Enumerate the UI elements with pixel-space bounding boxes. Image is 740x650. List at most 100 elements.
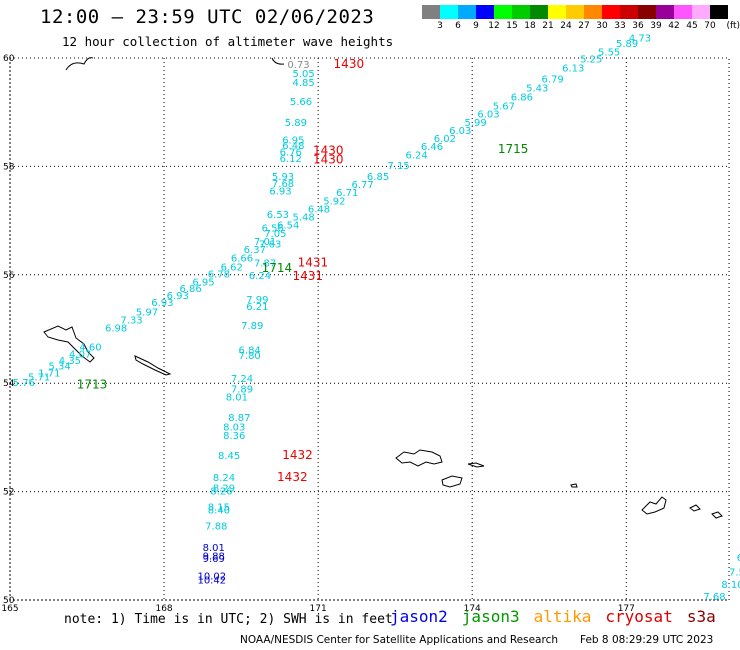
swh-value: 6.62 [221,262,243,273]
swh-value: 4.07 [69,350,91,361]
semichi-islets [467,462,485,468]
swh-value: 6.24 [405,150,427,161]
footer-note: note: 1) Time is in UTC; 2) SWH is in fe… [64,612,393,627]
agattu-island [441,475,463,488]
legend-swatch [584,5,602,19]
swh-value: 6.60 [737,553,740,564]
footer-credit: NOAA/NESDIS Center for Satellite Applica… [240,634,558,646]
swh-value: 6.93 [151,298,173,309]
swh-value: 5.43 [526,84,548,95]
legend-swatch [602,5,620,19]
legend-swatch [656,5,674,19]
pass-time-labels: 1713171417151430143014301431143114321432… [77,57,529,484]
lon-tick-label: 165 [1,604,18,614]
swh-value: 7.63 [259,240,281,251]
swh-value: 8.10 [721,580,740,591]
lat-tick-label: 54 [3,379,15,389]
swh-value: 6.13 [562,64,584,75]
swh-value: 6.78 [208,270,230,281]
pass-time-label: 1430 [334,57,365,71]
legend-label: 39 [650,21,662,31]
commander-island-bering [43,325,95,363]
swh-value: 5.34 [49,362,71,373]
legend-swatch [710,5,728,19]
legend-swatch [566,5,584,19]
swh-value: 6.77 [352,180,374,191]
swh-value: 5.25 [580,54,602,65]
mission-legend-item: s3a [686,607,716,626]
swh-value: 6.21 [246,302,268,313]
swh-value: 5.05 [292,69,314,80]
swh-value: 7.68 [272,179,294,190]
swh-value: 6.37 [244,245,266,256]
swh-value: 0.73 [287,60,309,71]
swh-value: 10.42 [197,576,226,587]
legend-label: 12 [488,21,500,31]
swh-value: 1.71 [38,369,60,380]
swh-value: 7.55 [729,568,740,579]
legend-swatch [440,5,458,19]
legend-swatch [674,5,692,19]
swh-value: 6.98 [105,324,127,335]
swh-value: 6.86 [511,92,533,103]
swh-value: 8.01 [226,393,248,404]
rat-islands [689,504,723,519]
swh-value: 6.46 [421,142,443,153]
swh-value: 6.03 [449,126,471,137]
swh-value: 6.84 [239,345,261,356]
legend-swatch [512,5,530,19]
swh-value: 8.29 [213,484,235,495]
swh-value: 5.89 [285,118,307,129]
swh-value: 6.66 [231,253,253,264]
pass-time-label: 1713 [77,378,108,392]
swh-value: 6.95 [192,278,214,289]
legend-label: 45 [686,21,698,31]
pass-time-label: 1715 [498,142,529,156]
swh-value: 4.60 [79,343,101,354]
legend-label: 15 [506,21,518,31]
mission-legend-item: jason3 [461,607,520,626]
pass-time-label: 1430 [313,153,344,167]
kamchatka-coast-tip [271,57,285,65]
swh-value: 8.36 [223,431,245,442]
swh-value: 7.88 [205,522,227,533]
legend-swatch [692,5,710,19]
mission-legend: jason2 jason3 altika cryosat s3a [390,607,730,626]
legend-label: 27 [578,21,590,31]
swh-value: 7.89 [231,384,253,395]
legend-label: 33 [614,21,626,31]
swh-value: 8.03 [223,422,245,433]
lon-tick-label: 177 [618,604,635,614]
land-outlines [43,57,723,519]
footer-timestamp: Feb 8 08:29:29 UTC 2023 [580,634,714,646]
legend-swatch [548,5,566,19]
swh-value: 9.69 [203,554,225,565]
kiska-island [641,496,667,515]
swh-value: 8.87 [228,413,250,424]
legend-label: 42 [668,21,680,31]
swh-value: 9.88 [203,551,225,562]
legend-label: 30 [596,21,608,31]
legend-swatch [494,5,512,19]
swh-value: 8.15 [208,503,230,514]
swh-value: 6.12 [280,154,302,165]
color-scale-labels: 3 6 9 12 15 18 21 24 27 30 33 36 39 42 45 70 [422,21,728,33]
map-frame [9,57,730,601]
pass-time-label: 1714 [262,261,293,275]
legend-unit-label: (ft) [726,21,740,31]
swh-value: 5.99 [465,118,487,129]
swh-value: 7.87 [254,259,276,270]
swh-value: 6.48 [308,204,330,215]
swh-value: 4.35 [59,356,81,367]
swh-value: 6.71 [336,188,358,199]
pass-time-label: 1432 [277,470,308,484]
swh-value: 4.73 [629,34,651,45]
buldir-islet [570,483,578,488]
swh-value: 5.55 [598,47,620,58]
swh-value: 6.03 [477,110,499,121]
swh-value: 7.05 [264,229,286,240]
legend-label: 21 [542,21,554,31]
swh-value: 6.79 [542,74,564,85]
swh-value: 6.56 [262,223,284,234]
swh-value: 8.01 [203,543,225,554]
